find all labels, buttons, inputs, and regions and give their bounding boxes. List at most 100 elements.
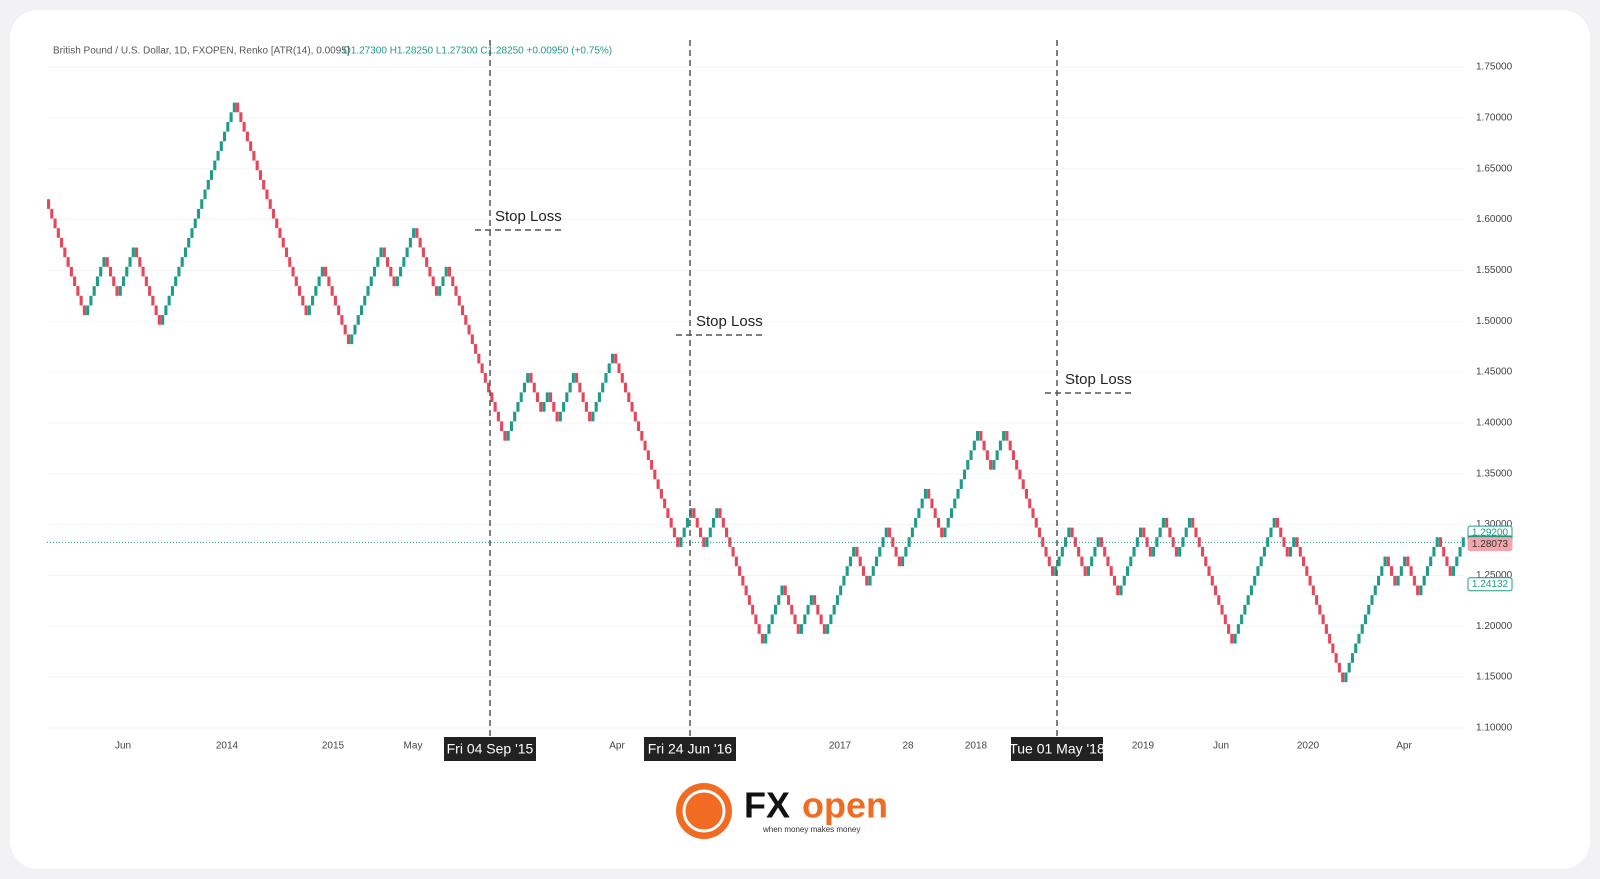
up-brick xyxy=(317,276,321,287)
down-brick xyxy=(656,479,660,489)
up-brick xyxy=(1064,537,1068,547)
up-brick xyxy=(682,527,686,538)
up-brick xyxy=(1363,614,1368,625)
marker-label-bg xyxy=(444,737,536,761)
down-brick xyxy=(578,382,582,393)
down-brick xyxy=(470,334,474,345)
up-brick xyxy=(1396,575,1400,586)
y-tick-label: 1.75000 xyxy=(1476,62,1513,73)
down-brick xyxy=(1200,546,1205,557)
down-brick xyxy=(672,527,676,538)
down-brick xyxy=(985,450,989,460)
down-brick xyxy=(386,257,390,267)
up-brick xyxy=(604,373,608,383)
x-axis: 2013Jun20142015MayApr20172820182019Jun20… xyxy=(115,741,1413,752)
up-brick xyxy=(203,189,207,200)
up-brick xyxy=(711,517,716,528)
down-brick xyxy=(734,556,738,567)
down-brick xyxy=(1109,566,1113,576)
up-brick xyxy=(1002,431,1006,441)
up-brick xyxy=(607,363,611,374)
up-brick xyxy=(92,286,96,296)
up-brick xyxy=(806,604,810,615)
down-brick xyxy=(630,402,634,412)
down-brick xyxy=(786,595,791,605)
down-brick xyxy=(760,633,764,644)
down-brick xyxy=(653,469,657,480)
price-tag-label: 1.24132 xyxy=(1472,579,1509,590)
down-brick xyxy=(66,257,70,267)
x-tick-label: 28 xyxy=(902,741,914,752)
up-brick xyxy=(118,286,122,296)
up-brick xyxy=(871,566,875,576)
up-brick xyxy=(545,392,549,403)
up-brick xyxy=(998,440,1002,451)
down-brick xyxy=(434,286,439,296)
up-brick xyxy=(910,527,914,538)
down-brick xyxy=(1083,566,1087,576)
up-brick xyxy=(1067,527,1071,538)
up-brick xyxy=(177,266,181,277)
up-brick xyxy=(167,295,171,306)
y-tick-label: 1.50000 xyxy=(1476,316,1513,327)
down-brick xyxy=(418,237,422,248)
up-brick xyxy=(946,517,950,528)
down-brick xyxy=(640,431,644,441)
down-brick xyxy=(265,189,269,200)
down-brick xyxy=(115,286,119,296)
down-brick xyxy=(1285,546,1289,557)
up-brick xyxy=(1367,604,1371,615)
down-brick xyxy=(927,488,931,499)
down-brick xyxy=(1213,585,1218,596)
down-brick xyxy=(245,131,249,142)
up-brick xyxy=(350,334,354,345)
down-brick xyxy=(1011,450,1015,460)
down-brick xyxy=(1305,566,1309,576)
up-brick xyxy=(591,411,595,422)
y-tick-label: 1.35000 xyxy=(1476,468,1513,479)
up-brick xyxy=(1125,566,1130,576)
down-brick xyxy=(796,624,800,634)
up-brick xyxy=(1187,517,1192,528)
up-brick xyxy=(917,508,921,518)
up-brick xyxy=(1357,633,1361,644)
down-brick xyxy=(1217,595,1221,605)
down-brick xyxy=(1230,633,1234,644)
down-brick xyxy=(552,402,556,412)
up-brick xyxy=(102,257,106,267)
up-brick xyxy=(1060,546,1064,557)
down-brick xyxy=(268,199,272,209)
down-brick xyxy=(298,286,302,296)
down-brick xyxy=(1044,546,1048,557)
up-brick xyxy=(311,295,315,306)
up-brick xyxy=(1155,537,1159,547)
x-tick-label: 2018 xyxy=(965,741,988,752)
down-brick xyxy=(650,459,654,470)
x-tick-label: 2017 xyxy=(829,741,852,752)
up-brick xyxy=(1350,653,1355,663)
down-brick xyxy=(421,247,425,258)
down-brick xyxy=(1191,517,1195,528)
up-brick xyxy=(842,575,846,586)
down-brick xyxy=(747,595,751,605)
y-tick-label: 1.70000 xyxy=(1476,113,1513,124)
up-brick xyxy=(809,595,813,605)
up-brick xyxy=(959,479,963,489)
down-brick xyxy=(617,363,621,374)
down-brick xyxy=(793,614,797,625)
down-brick xyxy=(343,324,347,335)
up-brick xyxy=(777,595,781,605)
up-brick xyxy=(1419,585,1423,596)
up-brick xyxy=(1158,527,1162,538)
up-brick xyxy=(874,556,879,567)
down-brick xyxy=(627,392,631,403)
up-brick xyxy=(1425,566,1429,576)
up-brick xyxy=(764,633,768,644)
up-brick xyxy=(868,575,872,586)
down-brick xyxy=(154,305,158,316)
marker-label-bg xyxy=(644,737,736,761)
up-brick xyxy=(183,247,188,258)
down-brick xyxy=(1295,537,1299,547)
down-brick xyxy=(141,266,145,277)
